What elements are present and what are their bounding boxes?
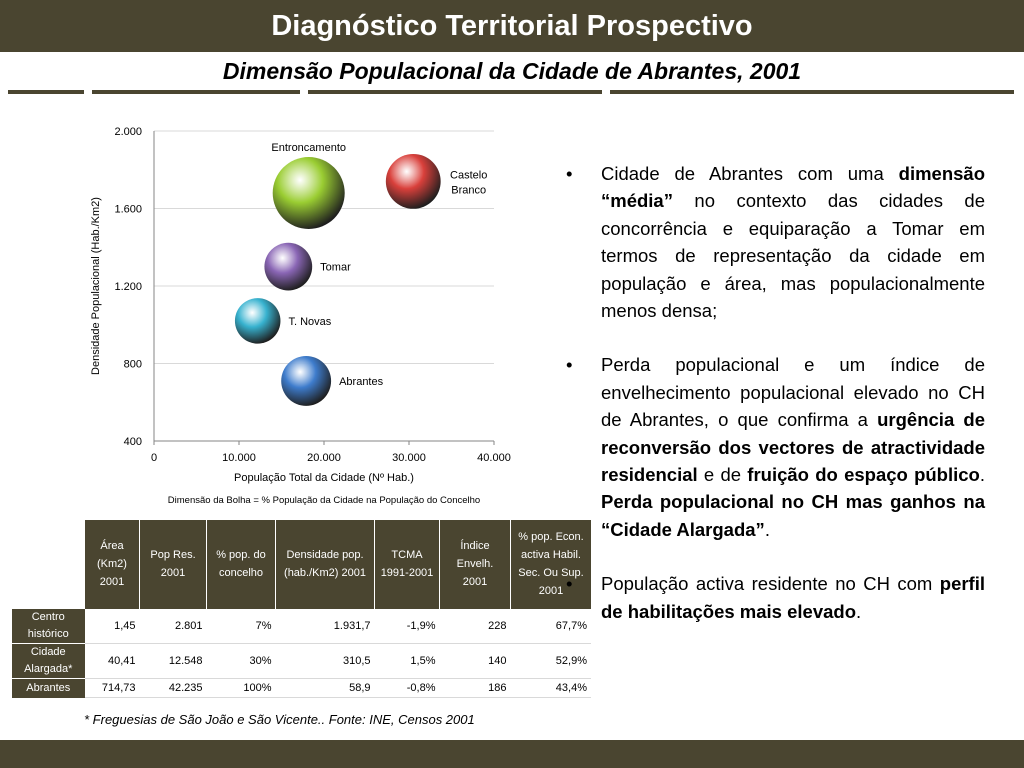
table-corner-cell: [12, 520, 85, 609]
table-cell: 7%: [206, 608, 276, 644]
bullet-item: • População activa residente no CH com pe…: [566, 570, 985, 625]
slide-title: Diagnóstico Territorial Prospectivo: [271, 10, 753, 42]
table-column-header: TCMA 1991-2001: [374, 520, 440, 609]
table-cell: 30%: [206, 643, 276, 679]
bullet-list: • Cidade de Abrantes com uma dimensão “mé…: [566, 160, 985, 652]
table-cell: 58,9: [275, 678, 375, 698]
bubble-entroncamento: [272, 157, 345, 229]
bullet-marker: •: [566, 573, 573, 595]
bullet-text: População activa residente no CH com: [601, 573, 940, 595]
y-tick-label: 1.200: [114, 281, 142, 293]
divider-segment: [92, 90, 300, 94]
y-tick-label: 2.000: [114, 126, 142, 138]
bullet-text: .: [856, 600, 862, 622]
table-row: Abrantes 714,73 42.235 100% 58,9 -0,8% 186 43,4…: [12, 678, 591, 698]
bubble-label: Abrantes: [339, 376, 384, 388]
bubble-castelo-branco: [385, 153, 441, 209]
bullet-text: .: [764, 518, 770, 540]
table-row-header: Cidade Alargada*: [12, 643, 85, 679]
bullet-marker: •: [566, 163, 573, 184]
table-cell: 2.801: [139, 608, 207, 644]
footer-bar: [0, 740, 1024, 768]
bubble-label: Tomar: [320, 262, 351, 274]
table-cell: 52,9%: [510, 643, 591, 679]
bullet-text-bold: Perda populacional no CH mas ganhos na “…: [601, 491, 985, 540]
x-tick-label: 30.000: [392, 452, 426, 464]
table-cell: 40,41: [84, 643, 140, 679]
bullet-text: no contexto das cidades de concorrência …: [601, 190, 985, 322]
y-tick-label: 1.600: [114, 204, 142, 216]
bubble-t-novas: [234, 298, 281, 344]
header-bar: Diagnóstico Territorial Prospectivo: [0, 0, 1024, 52]
bubble-chart: 400 800 1.200 1.600 2.000 0 10.000 20.000 30.000…: [90, 126, 511, 506]
bubble-tomar: [264, 242, 313, 291]
table-column-header: Densidade pop. (hab./Km2) 2001: [275, 520, 375, 609]
table-column-header: % pop. do concelho: [206, 520, 276, 609]
table-cell: -0,8%: [374, 678, 440, 698]
table-cell: 140: [439, 643, 511, 679]
x-tick-label: 20.000: [307, 452, 341, 464]
x-tick-label: 10.000: [222, 452, 256, 464]
table-row: Cidade Alargada* 40,41 12.548 30% 310,5 1,5% 1…: [12, 643, 591, 679]
bubble-abrantes: [281, 355, 332, 406]
table-cell: 310,5: [275, 643, 375, 679]
table-row-header: Centro histórico: [12, 608, 85, 644]
bullet-item: • Perda populacional e um índice de envel…: [566, 351, 985, 543]
table-column-header: % pop. Econ. activa Habil. Sec. Ou Sup. …: [510, 520, 591, 609]
table-cell: 67,7%: [510, 608, 591, 644]
x-tick-label: 40.000: [477, 452, 511, 464]
bubble-label: Castelo: [450, 169, 487, 181]
bubble-label: Branco: [451, 184, 486, 196]
x-axis-title: População Total da Cidade (Nº Hab.): [234, 472, 414, 484]
bullet-text: e de: [697, 464, 748, 486]
y-tick-label: 800: [124, 359, 142, 371]
table-column-header: Índice Envelh. 2001: [439, 520, 511, 609]
y-tick-label: 400: [124, 436, 142, 448]
table-cell: 1.931,7: [275, 608, 375, 644]
table-cell: -1,9%: [374, 608, 440, 644]
table-row-header: Abrantes: [12, 678, 85, 698]
x-tick-label: 0: [151, 452, 157, 464]
divider-segment: [308, 90, 602, 94]
slide-subtitle: Dimensão Populacional da Cidade de Abran…: [222, 58, 802, 84]
bubble-label: Entroncamento: [271, 142, 346, 154]
bullet-text-bold: urgência de reconversão dos vectores de …: [601, 409, 985, 486]
table-column-header: Área (Km2) 2001: [84, 520, 140, 609]
bullet-item: • Cidade de Abrantes com uma dimensão “mé…: [566, 160, 985, 324]
table-cell: 714,73: [84, 678, 140, 698]
bullet-text: Perda populacional e um índice de envelh…: [601, 354, 985, 431]
table-row: Centro histórico 1,45 2.801 7% 1.931,7 -1,9% 2…: [12, 608, 591, 644]
bullet-text-bold: dimensão “média”: [601, 163, 985, 212]
table-cell: 1,45: [84, 608, 140, 644]
table-cell: 228: [439, 608, 511, 644]
table-cell: 43,4%: [510, 678, 591, 698]
table-cell: 100%: [206, 678, 276, 698]
bullet-text: Cidade de Abrantes com uma: [601, 163, 899, 184]
bubble-label: T. Novas: [288, 316, 331, 328]
table-cell: 42.235: [139, 678, 207, 698]
bullet-text: .: [979, 464, 985, 486]
table-footnote: * Freguesias de São João e São Vicente..…: [84, 712, 475, 727]
table-cell: 1,5%: [374, 643, 440, 679]
table-cell: 12.548: [139, 643, 207, 679]
divider-segment: [8, 90, 84, 94]
table-column-header: Pop Res. 2001: [139, 520, 207, 609]
bullet-text-bold: perfil de habilitações mais elevado: [601, 573, 985, 622]
indicators-table: Área (Km2) 2001 Pop Res. 2001% pop. do co…: [12, 520, 591, 698]
y-axis-title: Densidade Populacional (Hab./Km2): [90, 197, 102, 375]
table-header-row: Área (Km2) 2001 Pop Res. 2001% pop. do co…: [12, 520, 591, 609]
divider-segment: [610, 90, 1014, 94]
table-cell: 186: [439, 678, 511, 698]
bullet-text-bold: fruição do espaço público: [747, 464, 980, 486]
chart-note: Dimensão da Bolha = % População da Cidad…: [168, 495, 480, 506]
bullet-marker: •: [566, 354, 573, 376]
